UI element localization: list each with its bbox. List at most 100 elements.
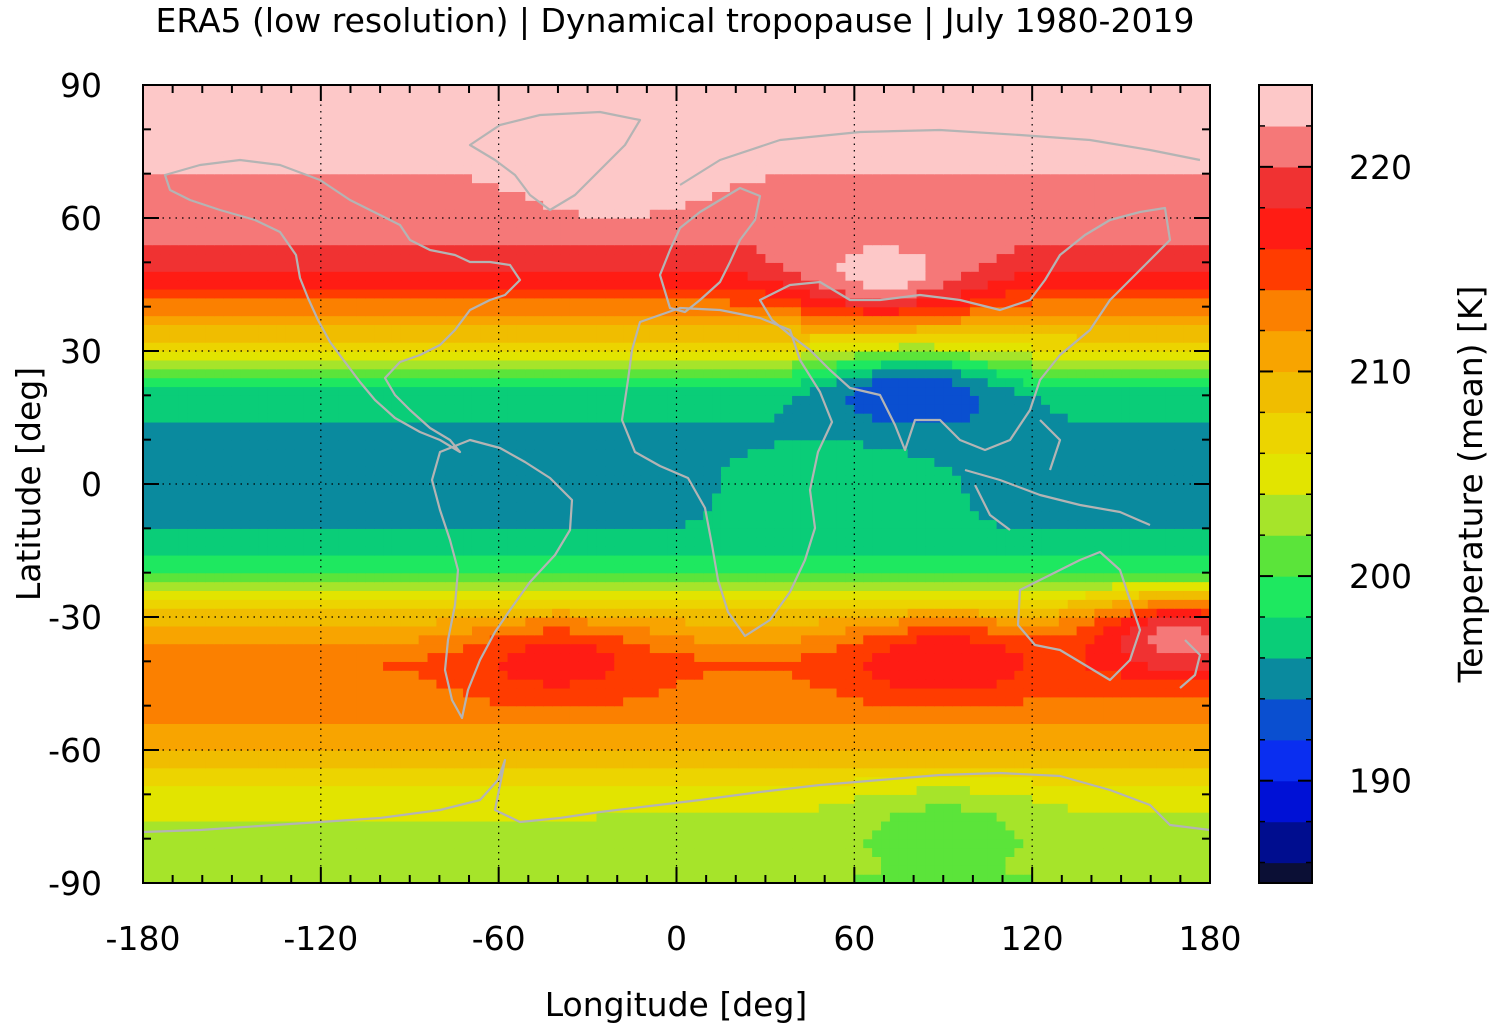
field-cell (881, 785, 891, 795)
field-cell (1094, 750, 1104, 760)
field-cell (881, 537, 891, 547)
field-cell (418, 856, 429, 866)
field-cell (952, 528, 962, 538)
field-cell (525, 510, 535, 521)
field-cell (196, 581, 206, 591)
field-cell (1201, 820, 1210, 831)
field-cell (1156, 554, 1167, 565)
field-cell (640, 865, 651, 875)
field-cell (1147, 652, 1158, 662)
field-cell (712, 670, 722, 680)
field-cell (587, 643, 598, 654)
field-cell (454, 741, 464, 751)
field-cell (934, 820, 944, 831)
field-cell (231, 820, 242, 831)
field-cell (231, 590, 242, 600)
field-cell (978, 723, 989, 733)
field-cell (614, 572, 624, 583)
field-cell (898, 732, 909, 742)
field-cell (765, 563, 775, 574)
field-cell (471, 838, 482, 849)
field-cell (445, 528, 455, 538)
field-cell (667, 847, 678, 857)
field-cell (703, 732, 713, 742)
field-cell (907, 767, 918, 778)
field-cell (151, 528, 162, 538)
field-cell (961, 829, 971, 840)
field-cell (258, 714, 269, 724)
field-cell (1014, 847, 1024, 857)
field-cell (1049, 625, 1060, 636)
field-cell (187, 528, 197, 538)
field-cell (534, 687, 544, 698)
field-cell (614, 820, 624, 831)
field-cell (249, 696, 260, 707)
field-cell (783, 528, 793, 538)
field-cell (1174, 732, 1184, 742)
field-cell (534, 750, 544, 760)
field-cell (498, 785, 509, 795)
field-cell (587, 750, 598, 760)
field-cell (1121, 563, 1131, 574)
field-cell (1005, 528, 1015, 538)
field-cell (685, 687, 695, 698)
field-cell (1121, 696, 1131, 707)
field-cell (1032, 537, 1042, 547)
field-cell (463, 590, 473, 600)
field-cell (649, 820, 660, 831)
field-cell (285, 617, 295, 627)
field-cell (1058, 581, 1069, 591)
field-cell (605, 785, 615, 795)
field-cell (543, 554, 553, 565)
field-cell (1174, 546, 1184, 556)
field-cell (1032, 856, 1042, 866)
field-cell (187, 865, 197, 875)
field-cell (258, 625, 269, 636)
field-cell (489, 572, 500, 583)
field-cell (383, 617, 393, 627)
field-cell (907, 714, 918, 724)
field-cell (169, 519, 180, 529)
field-cell (836, 563, 847, 574)
field-cell (800, 820, 811, 831)
field-cell (774, 758, 784, 769)
field-cell (712, 714, 722, 724)
field-cell (729, 812, 740, 822)
field-cell (809, 803, 820, 813)
field-cell (391, 634, 402, 645)
field-cell (676, 838, 686, 849)
field-cell (676, 563, 686, 574)
field-cell (1129, 679, 1140, 689)
field-cell (258, 661, 269, 671)
field-cell (1058, 829, 1069, 840)
field-cell (623, 652, 633, 662)
field-cell (952, 670, 962, 680)
field-cell (916, 687, 927, 698)
field-cell (729, 776, 740, 787)
field-cell (400, 510, 411, 521)
field-cell (845, 776, 855, 787)
field-cell (809, 537, 820, 547)
field-cell (640, 625, 651, 636)
field-cell (294, 829, 304, 840)
field-cell (738, 537, 749, 547)
field-cell (1058, 705, 1069, 716)
field-cell (1156, 608, 1167, 618)
field-cell (143, 803, 153, 813)
field-cell (623, 617, 633, 627)
field-cell (543, 776, 553, 787)
field-cell (427, 528, 438, 538)
field-cell (569, 820, 580, 831)
field-cell (952, 687, 962, 698)
field-cell (1147, 590, 1158, 600)
field-cell (356, 812, 366, 822)
field-cell (685, 794, 695, 804)
field-cell (578, 847, 589, 857)
field-cell (347, 634, 357, 645)
field-cell (1049, 705, 1060, 716)
field-cell (303, 537, 313, 547)
field-cell (614, 856, 624, 866)
field-cell (516, 865, 526, 875)
field-cell (463, 670, 473, 680)
field-cell (694, 776, 704, 787)
